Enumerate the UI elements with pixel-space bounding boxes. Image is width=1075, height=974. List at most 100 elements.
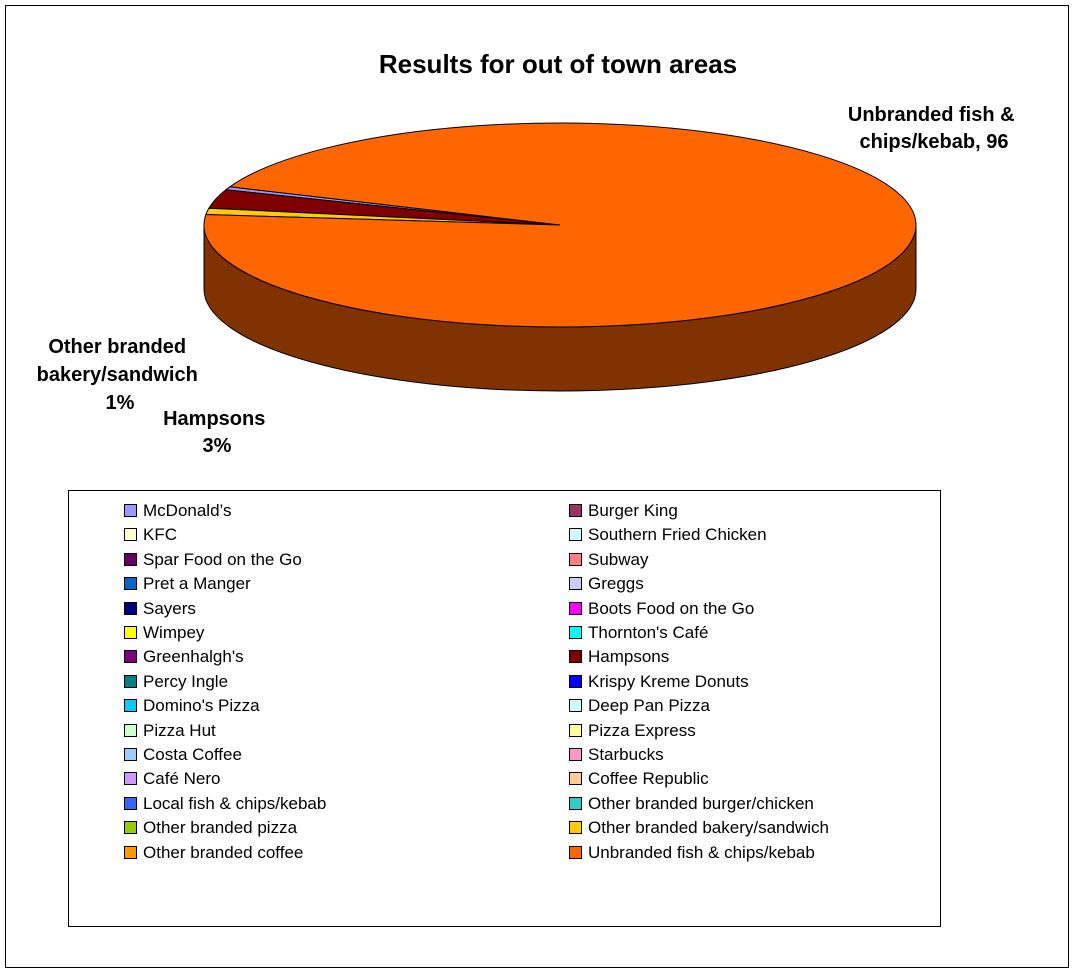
legend-label: McDonald’s: [143, 501, 232, 520]
legend-label: Costa Coffee: [143, 745, 242, 764]
legend-label: Other branded coffee: [143, 842, 304, 862]
legend-item: Costa Coffee: [124, 743, 242, 767]
legend-swatch: [124, 601, 137, 615]
legend-label: Other branded pizza: [143, 818, 298, 838]
legend-item: Krispy Kreme Donuts: [569, 670, 749, 694]
legend-swatch: [124, 650, 137, 664]
legend-item: Domino's Pizza: [124, 694, 260, 718]
legend-item: Southern Fried Chicken: [569, 523, 767, 547]
legend-swatch: [124, 772, 137, 786]
legend-swatch: [124, 723, 137, 737]
legend-swatch: [124, 845, 137, 859]
legend-item: Boots Food on the Go: [569, 597, 754, 621]
legend-swatch: [124, 528, 137, 542]
legend-label: Thornton's Café: [588, 623, 709, 642]
legend-swatch: [124, 552, 137, 566]
legend-swatch: [569, 674, 582, 688]
legend-item: Pret a Manger: [124, 572, 251, 596]
legend-swatch: [569, 601, 582, 615]
legend-swatch: [569, 552, 582, 566]
legend-item: Other branded bakery/sandwich: [569, 816, 829, 840]
legend-label: Starbucks: [588, 745, 664, 764]
legend-swatch: [124, 821, 137, 835]
legend-item: Greggs: [569, 572, 644, 596]
legend-item: Thornton's Café: [569, 621, 708, 645]
legend-swatch: [569, 821, 582, 835]
legend-swatch: [569, 528, 582, 542]
legend-item: Other branded coffee: [124, 841, 303, 865]
legend-swatch: [569, 723, 582, 737]
legend-label: Southern Fried Chicken: [588, 525, 767, 545]
legend-swatch: [569, 845, 582, 859]
legend-item: Deep Pan Pizza: [569, 694, 710, 718]
legend-swatch: [569, 650, 582, 664]
legend-swatch: [569, 772, 582, 786]
data-label-hampsons-line1: Hampsons: [163, 408, 265, 430]
legend-item: Pizza Express: [569, 719, 696, 743]
data-label-hampsons: Hampsons 3%: [163, 408, 271, 457]
legend-item: Pizza Hut: [124, 719, 216, 743]
legend-label: Greggs: [588, 574, 644, 594]
chart-title: Results for out of town areas: [379, 49, 737, 79]
legend-item: Starbucks: [569, 743, 664, 767]
pie-chart: Results for out of town areas Unbranded …: [37, 49, 1020, 457]
legend-label: Spar Food on the Go: [143, 549, 302, 569]
data-label-unbranded-line2: chips/kebab, 96: [860, 131, 1009, 153]
legend-item: Coffee Republic: [569, 767, 709, 791]
pie-top: [203, 122, 917, 328]
legend-swatch: [124, 796, 137, 810]
legend-swatch: [124, 626, 137, 640]
legend-swatch: [569, 748, 582, 762]
legend-swatch: [569, 504, 582, 518]
legend-label: Domino's Pizza: [143, 696, 260, 716]
legend-label: Pizza Express: [588, 720, 696, 740]
legend-item: Greenhalgh's: [124, 645, 244, 669]
legend-label: Café Nero: [143, 769, 221, 789]
legend-label: Hampsons: [588, 647, 670, 667]
legend-swatch: [569, 626, 582, 640]
legend-label: Coffee Republic: [588, 769, 709, 789]
data-label-unbranded-line1: Unbranded fish &: [848, 104, 1015, 126]
legend-swatch: [124, 699, 137, 713]
chart-area: Results for out of town areas Unbranded …: [5, 5, 1069, 968]
legend-label: Local fish & chips/kebab: [143, 793, 327, 813]
data-label-other-bakery-line3: 1%: [106, 392, 135, 414]
legend-item: Other branded burger/chicken: [569, 792, 814, 816]
legend-item: McDonald’s: [124, 499, 232, 523]
legend-swatch: [569, 699, 582, 713]
data-label-other-bakery-line2: bakery/sandwich: [37, 364, 198, 386]
legend-item: Café Nero: [124, 767, 220, 791]
legend-swatch: [124, 674, 137, 688]
legend-item: Sayers: [124, 597, 196, 621]
legend-swatch: [124, 577, 137, 591]
pie-slice-unbranded-fish-chips-kebab: [203, 122, 917, 328]
legend-label: Pizza Hut: [143, 720, 216, 740]
legend: McDonald’s Burger King KFC Southern Fried C…: [68, 490, 941, 927]
legend-label: KFC: [143, 525, 177, 545]
legend-label: Krispy Kreme Donuts: [588, 671, 749, 691]
data-label-other-bakery: Other branded bakery/sandwich 1%: [37, 336, 204, 414]
legend-label: Pret a Manger: [143, 574, 251, 594]
legend-label: Other branded burger/chicken: [588, 793, 814, 813]
data-label-unbranded: Unbranded fish & chips/kebab, 96: [848, 104, 1020, 153]
legend-label: Burger King: [588, 501, 678, 520]
legend-swatch: [124, 748, 137, 762]
legend-item: Burger King: [569, 499, 678, 523]
legend-label: Percy Ingle: [143, 671, 229, 691]
legend-label: Wimpey: [143, 623, 205, 642]
legend-item: Other branded pizza: [124, 816, 297, 840]
legend-label: Greenhalgh's: [143, 647, 244, 667]
legend-label: Boots Food on the Go: [588, 598, 755, 618]
legend-label: Deep Pan Pizza: [588, 696, 710, 716]
legend-item: Hampsons: [569, 645, 669, 669]
legend-item: Spar Food on the Go: [124, 548, 302, 572]
data-label-other-bakery-line1: Other branded: [48, 336, 186, 358]
legend-swatch: [569, 796, 582, 810]
legend-item: Local fish & chips/kebab: [124, 792, 326, 816]
legend-item: Unbranded fish & chips/kebab: [569, 841, 815, 865]
legend-label: Sayers: [143, 598, 196, 618]
data-label-hampsons-line2: 3%: [203, 435, 232, 457]
legend-item: Subway: [569, 548, 648, 572]
legend-label: Subway: [588, 549, 649, 569]
legend-item: Percy Ingle: [124, 670, 228, 694]
